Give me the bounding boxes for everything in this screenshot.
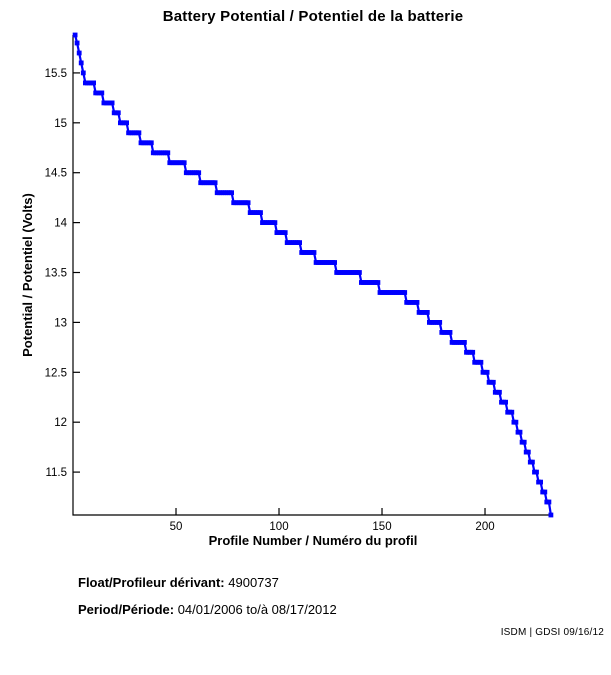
data-point-marker xyxy=(357,270,362,275)
data-point-marker xyxy=(181,160,187,166)
data-point-marker xyxy=(76,50,82,56)
period-value: 04/01/2006 to/à 08/17/2012 xyxy=(177,602,337,617)
y-tick-label: 11.5 xyxy=(45,467,67,479)
data-point-marker xyxy=(80,70,86,76)
data-point-marker xyxy=(99,90,105,96)
axis-lines xyxy=(72,35,553,516)
y-tick-label: 15 xyxy=(54,118,67,130)
data-point-marker xyxy=(375,280,381,285)
data-point-marker xyxy=(272,220,278,225)
data-point-marker xyxy=(490,379,496,385)
y-tick-label: 14 xyxy=(54,218,67,230)
data-point-marker xyxy=(513,419,519,425)
data-point-marker xyxy=(72,32,78,38)
float-id-label: Float/Profileur dérivant: xyxy=(78,575,225,590)
data-point-marker xyxy=(136,130,142,136)
y-tick-label: 15.5 xyxy=(45,68,67,80)
agency-credit-text: ISDM | GDSI 09/16/12 xyxy=(500,627,604,638)
data-point-marker xyxy=(115,110,121,116)
data-point-marker xyxy=(548,512,554,518)
data-point-marker xyxy=(311,250,317,255)
data-line xyxy=(74,34,552,516)
data-point-marker xyxy=(542,489,548,495)
data-point-marker xyxy=(538,479,543,485)
data-point-marker xyxy=(478,359,484,365)
data-point-marker xyxy=(497,389,502,395)
chart-title: Battery Potential / Potentiel de la batt… xyxy=(162,8,464,25)
data-point-marker xyxy=(74,40,80,46)
data-point-marker xyxy=(148,140,154,146)
x-tick-label: 100 xyxy=(269,521,288,533)
data-point-marker xyxy=(530,459,535,465)
data-point-marker xyxy=(437,320,443,325)
y-tick-label: 12 xyxy=(54,417,67,429)
data-point-marker xyxy=(78,60,84,66)
data-point-marker xyxy=(402,290,408,295)
period-line: Period/Période: 04/01/2006 to/à 08/17/20… xyxy=(78,602,337,617)
y-tick-label: 12.5 xyxy=(45,367,67,379)
data-point-marker xyxy=(414,300,420,305)
data-point-marker xyxy=(245,200,251,206)
y-tick-label: 13.5 xyxy=(45,268,67,280)
y-tick-label: 13 xyxy=(54,317,67,329)
data-point-marker xyxy=(424,310,430,315)
data-point-marker xyxy=(447,330,453,335)
data-point-marker xyxy=(332,260,337,265)
data-point-marker xyxy=(503,399,508,405)
data-point-marker xyxy=(212,180,218,186)
data-point-marker xyxy=(196,170,202,176)
data-point-marker xyxy=(258,210,263,215)
data-point-marker xyxy=(484,369,490,375)
data-point-marker xyxy=(534,469,539,475)
data-point-marker xyxy=(91,80,96,86)
x-tick-label: 50 xyxy=(170,521,183,533)
data-point-marker xyxy=(470,349,476,355)
float-id-line: Float/Profileur dérivant: 4900737 xyxy=(78,575,279,590)
y-axis-label: Potential / Potentiel (Volts) xyxy=(20,193,35,357)
x-tick-label: 150 xyxy=(372,521,391,533)
data-point-marker xyxy=(282,230,288,235)
x-tick-label: 200 xyxy=(475,521,494,533)
y-tick-label: 14.5 xyxy=(45,168,67,180)
data-point-marker xyxy=(509,409,515,415)
data-point-marker xyxy=(109,100,115,106)
x-axis-label: Profile Number / Numéro du profil xyxy=(208,533,418,548)
data-point-marker xyxy=(124,120,129,126)
period-label: Period/Période: xyxy=(78,602,175,617)
data-point-marker xyxy=(521,439,527,445)
data-point-marker xyxy=(229,190,234,196)
data-point-marker xyxy=(517,429,523,435)
data-point-marker xyxy=(462,340,467,345)
data-point-marker xyxy=(525,449,531,455)
data-point-marker xyxy=(546,499,552,505)
data-point-marker xyxy=(165,150,171,156)
data-point-marker xyxy=(297,240,302,245)
float-id-value: 4900737 xyxy=(228,575,279,590)
